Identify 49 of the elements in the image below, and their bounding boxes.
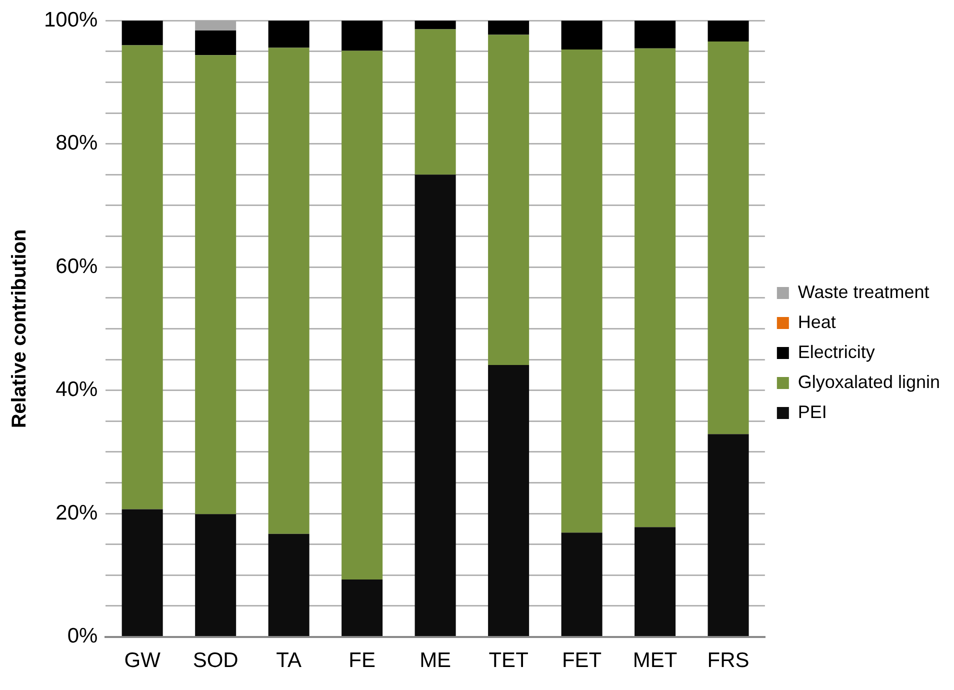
bar [708,434,749,636]
y-tick-label: 80% [56,132,98,155]
bar [414,174,456,636]
bar [342,579,383,636]
bar [122,20,163,46]
bar [342,50,383,580]
bar [561,20,602,50]
bar [268,534,310,636]
bar [195,55,236,514]
x-tick-label: TET [488,649,529,672]
legend-label: Heat [798,312,836,332]
bar [414,20,456,30]
y-axis-title: Relative contribution [8,229,31,428]
y-tick-label: 0% [67,624,98,648]
bar [268,20,310,48]
bar [708,42,749,434]
y-tick-label: 100% [44,8,98,32]
x-tick-label: MET [632,649,678,672]
bar [268,48,310,534]
y-tick-label: 20% [56,501,98,524]
bar [561,532,602,636]
bar [122,45,163,510]
bar [488,20,530,35]
bar [634,48,676,528]
x-tick-label: FRS [707,649,750,672]
legend-label: Electricity [798,342,875,362]
x-tick-label: ME [420,649,452,672]
bar [708,20,749,42]
bar [634,20,676,48]
bar [342,20,383,51]
bar [488,365,530,636]
bar [414,29,456,175]
bar [488,34,530,366]
bar [195,514,236,636]
bar [195,30,236,56]
legend-label: Glyoxalated lignin [798,372,940,392]
y-tick-label: 40% [56,378,98,402]
x-tick-label: SOD [192,649,238,672]
x-tick-label: TA [276,649,302,672]
legend-label: PEI [798,402,827,422]
y-tick-label: 60% [56,254,98,278]
bar [122,509,163,636]
legend-label: Waste treatment [798,282,930,302]
x-tick-label: FET [562,649,602,672]
x-tick-label: FE [348,649,376,672]
bar [195,20,236,30]
bar [561,50,602,533]
x-tick-label: GW [124,649,161,672]
bar [634,527,676,636]
